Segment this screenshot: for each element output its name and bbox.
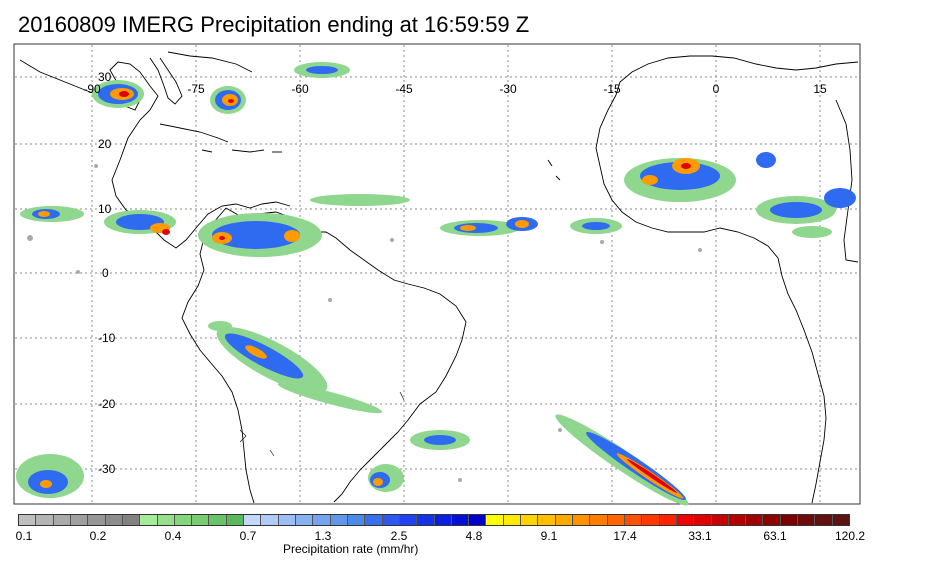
- colorbar-cell: [642, 515, 660, 525]
- colorbar-cell: [434, 515, 452, 525]
- precip-cluster-florida: [210, 86, 246, 114]
- colorbar-cell: [347, 515, 366, 525]
- lon-label: -15: [603, 82, 621, 96]
- lon-label: -75: [187, 82, 205, 96]
- colorbar-cell: [503, 515, 522, 525]
- lon-label: -60: [291, 82, 309, 96]
- colorbar-cell: [365, 515, 383, 525]
- colorbar-tick-label: 0.2: [89, 529, 107, 543]
- colorbar-cell: [815, 515, 833, 525]
- colorbar-tick-label: 33.1: [688, 529, 712, 543]
- precip-band-frontal: [555, 414, 689, 506]
- colorbar-cell: [469, 515, 487, 525]
- colorbar-cell: [399, 515, 418, 525]
- lat-label: 10: [98, 202, 112, 216]
- colorbar-cell: [157, 515, 175, 525]
- precip-cluster-gulf: [92, 80, 144, 108]
- longitude-labels: -90 -75 -60 -45 -30 -15 0 15: [83, 82, 827, 96]
- colorbar-tick-label: 4.8: [465, 529, 483, 543]
- lon-label: -45: [395, 82, 413, 96]
- colorbar-tick-label: 2.5: [390, 529, 408, 543]
- precip-cluster-west-africa: [624, 152, 856, 238]
- colorbar-cell: [261, 515, 279, 525]
- colorbar-cell: [313, 515, 331, 525]
- colorbar-cell: [70, 515, 89, 525]
- colorbar-cell: [417, 515, 435, 525]
- colorbar-cell: [607, 515, 625, 525]
- colorbar-cell: [711, 515, 729, 525]
- colorbar-tick-label: 120.2: [834, 529, 866, 543]
- lon-label: 0: [713, 82, 720, 96]
- colorbar-cell: [192, 515, 210, 525]
- map-frame: [13, 43, 861, 505]
- page-title: 20160809 IMERG Precipitation ending at 1…: [18, 12, 530, 37]
- lon-label: -90: [83, 82, 101, 96]
- lat-label: -30: [98, 462, 116, 476]
- colorbar-cell: [19, 515, 37, 525]
- colorbar-cell: [244, 515, 262, 525]
- colorbar: [18, 514, 850, 526]
- colorbar-cell: [659, 515, 677, 525]
- colorbar-cell: [330, 515, 348, 525]
- lat-label: 20: [98, 137, 112, 151]
- colorbar-cell: [209, 515, 227, 525]
- colorbar-title: Precipitation rate (mm/hr): [283, 542, 419, 556]
- colorbar-cell: [226, 515, 245, 525]
- colorbar-tick-label: 17.4: [613, 529, 637, 543]
- lat-label: 0: [102, 266, 109, 280]
- colorbar-tick-label: 9.1: [540, 529, 558, 543]
- colorbar-cell: [486, 515, 504, 525]
- lat-label: 30: [98, 70, 112, 84]
- precip-cluster-northern-south-america: [198, 213, 322, 257]
- precipitation-map: -90 -75 -60 -45 -30 -15 0 15 30 20 10 0 …: [13, 43, 861, 506]
- colorbar-tick-label: 0.1: [15, 529, 33, 543]
- colorbar-tick-label: 63.1: [763, 529, 787, 543]
- colorbar-cell: [728, 515, 747, 525]
- colorbar-cell: [538, 515, 556, 525]
- colorbar-cell: [122, 515, 141, 525]
- misc-features: [239, 391, 405, 457]
- colorbar-cell: [296, 515, 314, 525]
- precip-cluster-central-america: [20, 206, 176, 235]
- precip-cluster-north-atlantic: [294, 62, 350, 78]
- precip-cluster-southwest: [16, 454, 84, 498]
- lon-label: -30: [499, 82, 517, 96]
- colorbar-cell: [798, 515, 816, 525]
- colorbar-cell: [590, 515, 608, 525]
- precip-band-amazon: [208, 321, 383, 414]
- colorbar-cell: [780, 515, 799, 525]
- colorbar-cell: [573, 515, 591, 525]
- colorbar-cell: [676, 515, 695, 525]
- colorbar-cell: [763, 515, 781, 525]
- colorbar-cell: [36, 515, 54, 525]
- lat-label: -10: [98, 331, 116, 345]
- colorbar-cell: [88, 515, 106, 525]
- colorbar-cell: [624, 515, 643, 525]
- colorbar-cell: [451, 515, 470, 525]
- gridlines: [15, 45, 859, 503]
- lat-label: -20: [98, 397, 116, 411]
- colorbar-cell: [382, 515, 400, 525]
- colorbar-tick-label: 0.7: [239, 529, 257, 543]
- colorbar-cell: [832, 515, 849, 525]
- colorbar-cell: [555, 515, 573, 525]
- colorbar-tick-label: 0.4: [164, 529, 182, 543]
- colorbar-cell: [746, 515, 764, 525]
- lon-label: 15: [813, 82, 827, 96]
- precip-speckles: [27, 164, 702, 482]
- colorbar-cell: [174, 515, 193, 525]
- colorbar-cell: [521, 515, 539, 525]
- colorbar-cell: [140, 515, 158, 525]
- precip-band-itcz: [310, 194, 622, 236]
- colorbar-tick-label: 1.3: [314, 529, 332, 543]
- colorbar-cell: [278, 515, 296, 525]
- latitude-labels: 30 20 10 0 -10 -20 -30: [98, 70, 116, 476]
- precip-cluster-south-atlantic: [368, 430, 470, 492]
- precipitation-areas: [16, 62, 856, 506]
- colorbar-cell: [105, 515, 123, 525]
- colorbar-cell: [53, 515, 71, 525]
- colorbar-cell: [694, 515, 712, 525]
